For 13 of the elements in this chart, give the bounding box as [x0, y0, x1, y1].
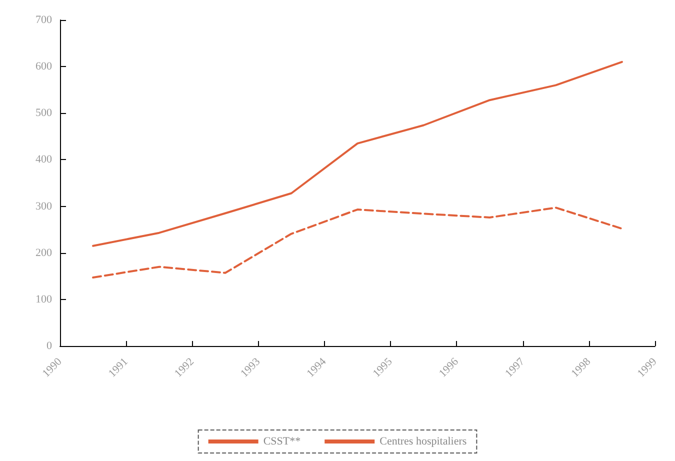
- y-tick-label: 300: [36, 200, 52, 212]
- legend-label: CSST**: [263, 436, 301, 448]
- y-tick-label: 400: [36, 154, 52, 166]
- line-series: [92, 60, 623, 247]
- legend-label: Centres hospitaliers: [380, 436, 467, 448]
- y-tick-label: 100: [36, 293, 52, 306]
- y-tick-label: 600: [36, 60, 52, 73]
- y-tick-label: 200: [36, 246, 52, 259]
- y-tick-label: 700: [36, 14, 52, 26]
- x-tick-label: 1991: [106, 356, 130, 380]
- y-tick-label: 0: [46, 340, 52, 352]
- line-series: [92, 206, 623, 279]
- y-tick-label: 500: [36, 107, 52, 120]
